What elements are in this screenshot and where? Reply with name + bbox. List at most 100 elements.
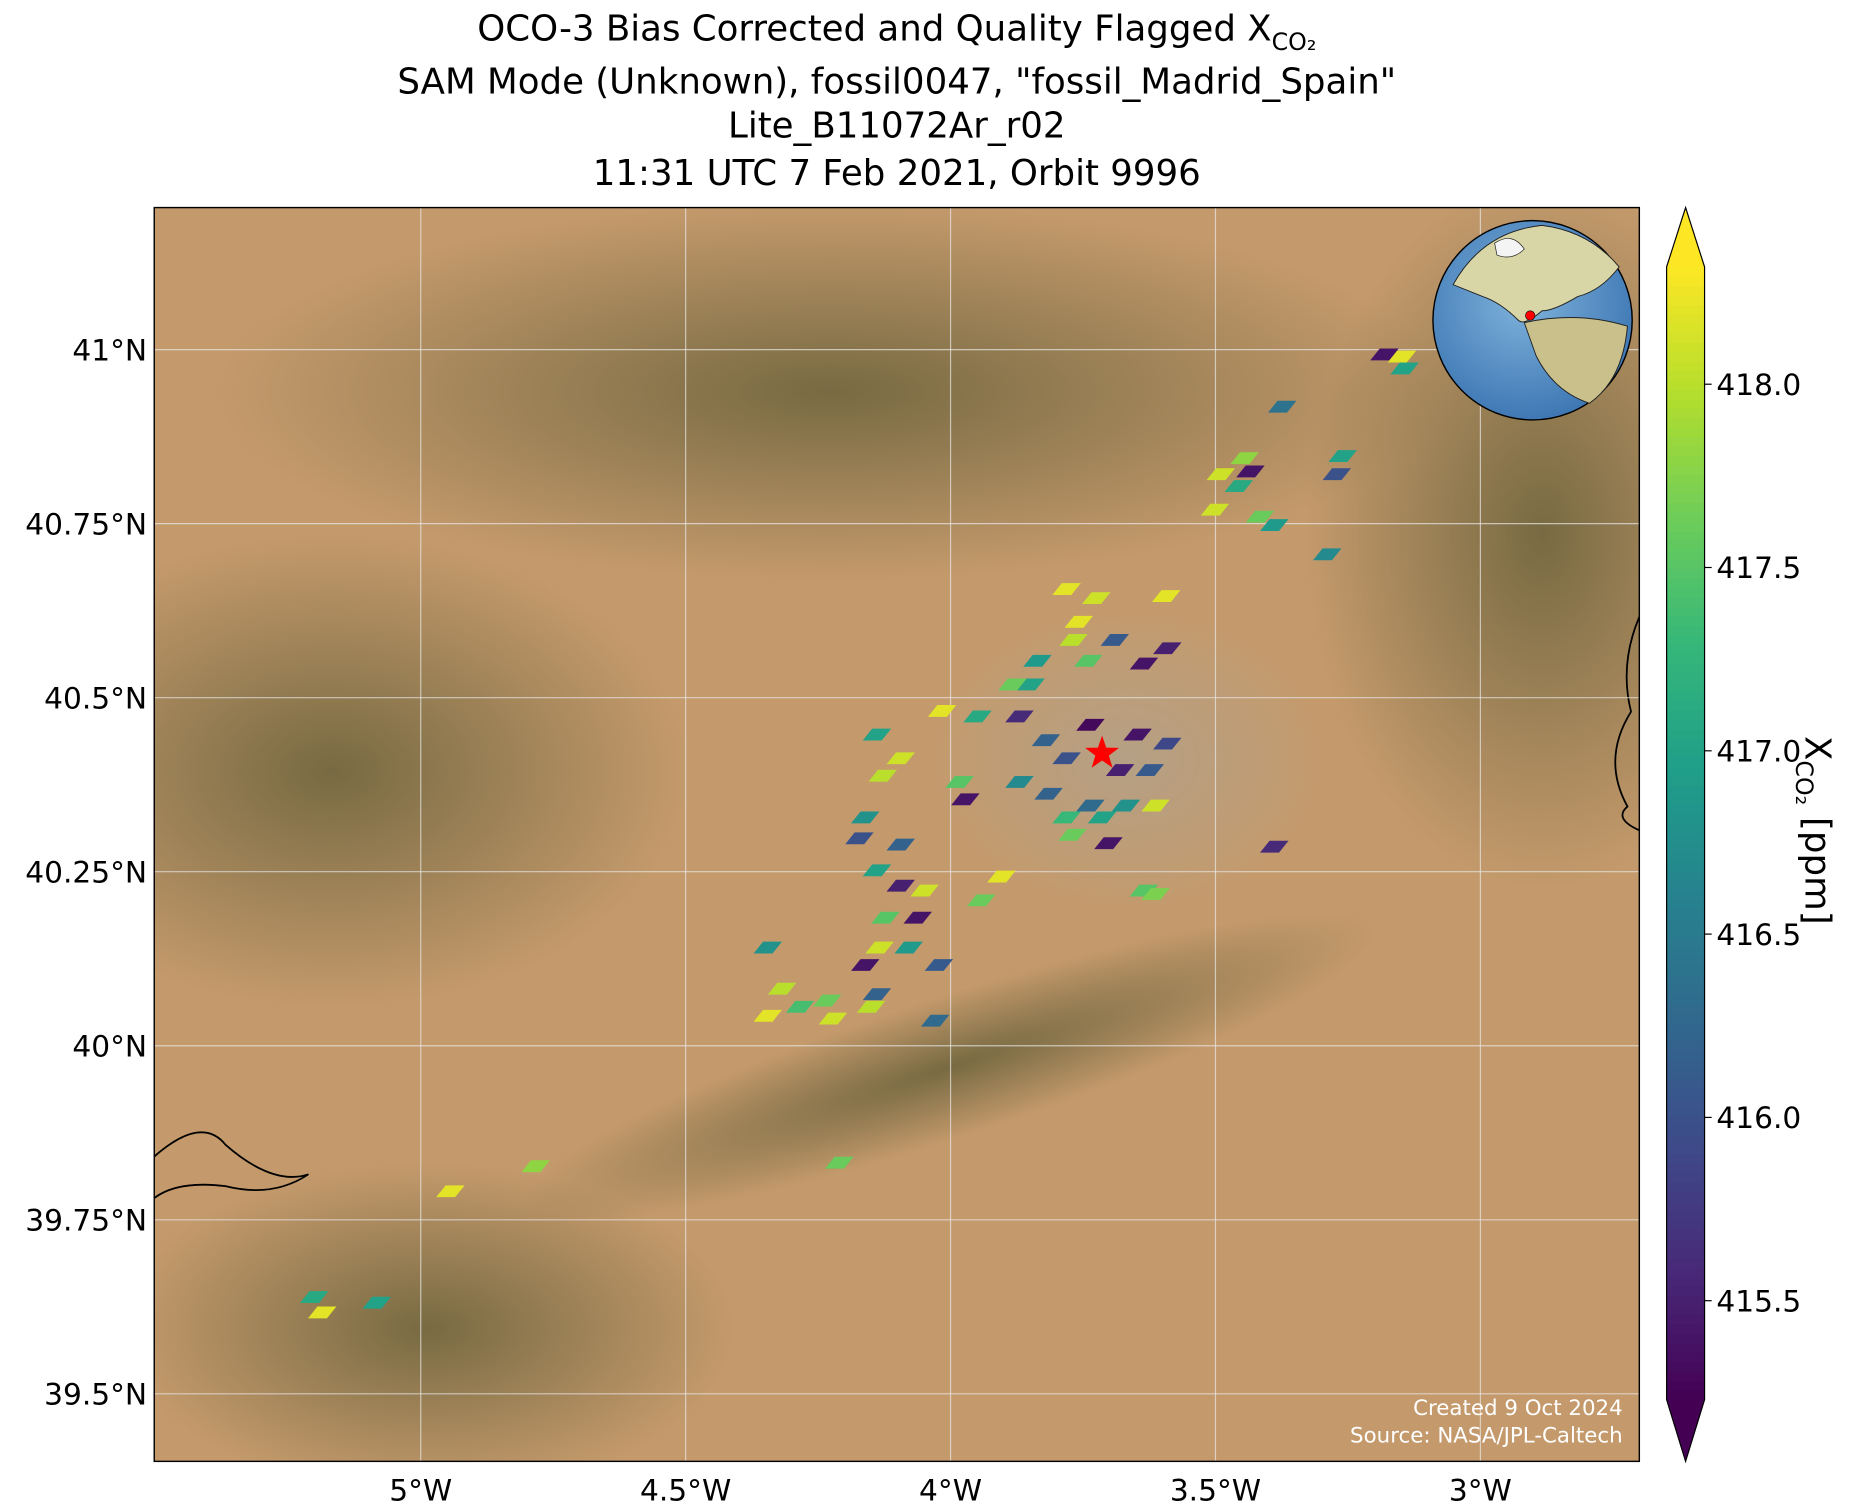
sounding <box>767 982 797 995</box>
sounding <box>785 1000 815 1013</box>
title: OCO-3 Bias Corrected and Quality Flagged… <box>397 8 1396 194</box>
sounding <box>1076 799 1105 812</box>
sounding <box>1153 642 1182 655</box>
colorbar-segment <box>1666 1314 1705 1325</box>
x-tick-label: 4.5°W <box>640 1473 731 1508</box>
colorbar-segment <box>1666 993 1705 1004</box>
sounding <box>967 894 996 907</box>
colorbar-segment <box>1666 615 1705 626</box>
colorbar-segment <box>1666 776 1705 787</box>
colorbar-tick-label: 418.0 <box>1716 367 1801 402</box>
colorbar-segment <box>1666 1040 1705 1051</box>
map-frame <box>153 206 1641 1463</box>
y-tick-label: 40.25°N <box>25 854 147 889</box>
colorbar-segment <box>1666 1153 1705 1165</box>
sounding <box>1076 718 1105 731</box>
sounding <box>886 838 915 851</box>
sounding <box>1023 654 1052 667</box>
colorbar-segment <box>1666 842 1705 853</box>
colorbar-segment <box>1666 1106 1705 1117</box>
colorbar-tick-label: 417.0 <box>1716 733 1801 768</box>
colorbar-segment <box>1666 370 1705 381</box>
colorbar-segment <box>1666 927 1705 938</box>
colorbar-label-subscript: CO₂ <box>1790 760 1818 805</box>
colorbar-extend-min <box>1666 1399 1705 1462</box>
colorbar-segment <box>1666 1163 1705 1174</box>
colorbar-segment <box>1666 729 1705 740</box>
colorbar-segment <box>1666 436 1705 447</box>
colorbar-segment <box>1666 1068 1705 1080</box>
sounding <box>1260 840 1289 853</box>
colorbar-segment <box>1666 757 1705 768</box>
colorbar-segment <box>1666 587 1705 598</box>
colorbar-segment <box>1666 464 1705 475</box>
sounding <box>1151 590 1181 602</box>
colorbar-segment <box>1666 1248 1705 1259</box>
colorbar-segment <box>1666 1078 1705 1089</box>
globe-inset <box>1432 219 1633 421</box>
colorbar-tick-label: 416.0 <box>1716 1100 1801 1135</box>
colorbar-segment <box>1666 1238 1705 1250</box>
colorbar-segment <box>1666 823 1705 834</box>
sounding <box>1135 764 1165 777</box>
colorbar-segment <box>1666 389 1705 400</box>
colorbar-segment <box>1666 445 1705 457</box>
sounding <box>951 793 980 806</box>
colorbar-segment <box>1666 559 1705 570</box>
colorbar-tick-label: 415.5 <box>1716 1283 1801 1318</box>
colorbar-segment <box>1666 1059 1705 1070</box>
colorbar-segment <box>1666 1002 1705 1014</box>
colorbar-tick-label: 416.5 <box>1716 917 1801 952</box>
colorbar-segment <box>1666 1021 1705 1032</box>
colorbar-tick-label: 417.5 <box>1716 550 1801 585</box>
colorbar-segment <box>1666 549 1705 560</box>
sounding <box>1031 734 1061 747</box>
x-tick-label: 4°W <box>919 1473 982 1508</box>
sounding <box>868 769 897 782</box>
colorbar-segment <box>1666 832 1705 844</box>
colorbar-segment <box>1666 889 1705 900</box>
sounding <box>1052 811 1081 824</box>
colorbar-segment <box>1666 1201 1705 1212</box>
colorbar-segment <box>1666 880 1705 891</box>
sounding <box>862 864 892 877</box>
colorbar-segment <box>1666 634 1705 645</box>
colorbar-segment <box>1666 304 1705 315</box>
colorbar-segment <box>1666 719 1705 730</box>
sounding <box>1141 799 1170 812</box>
colorbar-extend-max <box>1666 207 1705 267</box>
sounding <box>886 752 915 765</box>
sounding <box>963 710 992 723</box>
sounding <box>1245 510 1275 523</box>
colorbar-segment <box>1666 795 1705 806</box>
sounding <box>924 959 954 971</box>
colorbar-segment <box>1666 851 1705 862</box>
sounding <box>886 879 915 892</box>
y-tick-label: 39.5°N <box>44 1377 147 1412</box>
colorbar-segment <box>1666 1333 1705 1344</box>
colorbar-segment <box>1666 1352 1705 1363</box>
colorbar-segment <box>1666 1144 1705 1155</box>
title-subscript: CO₂ <box>1272 28 1317 56</box>
colorbar-segment <box>1666 663 1705 674</box>
sounding <box>1129 657 1159 670</box>
y-tick-label: 40.75°N <box>25 506 147 541</box>
sounding <box>1236 465 1265 478</box>
colorbar-segment <box>1666 398 1705 409</box>
credit: Created 9 Oct 2024 <box>1413 1396 1623 1421</box>
sounding <box>1390 362 1419 375</box>
colorbar-segment <box>1666 955 1705 966</box>
colorbar-segment <box>1666 738 1705 749</box>
x-tick-label: 3.5°W <box>1170 1473 1261 1508</box>
sounding <box>1058 828 1087 841</box>
sounding <box>818 1012 848 1025</box>
colorbar-segment <box>1666 1135 1705 1146</box>
sounding <box>1074 654 1103 667</box>
colorbar-segment <box>1666 1012 1705 1023</box>
sounding <box>1111 799 1141 812</box>
globe-target-marker <box>1525 310 1536 321</box>
colorbar-segment <box>1666 1295 1705 1306</box>
colorbar-segment <box>1666 313 1705 324</box>
colorbar-segment <box>1666 766 1705 778</box>
